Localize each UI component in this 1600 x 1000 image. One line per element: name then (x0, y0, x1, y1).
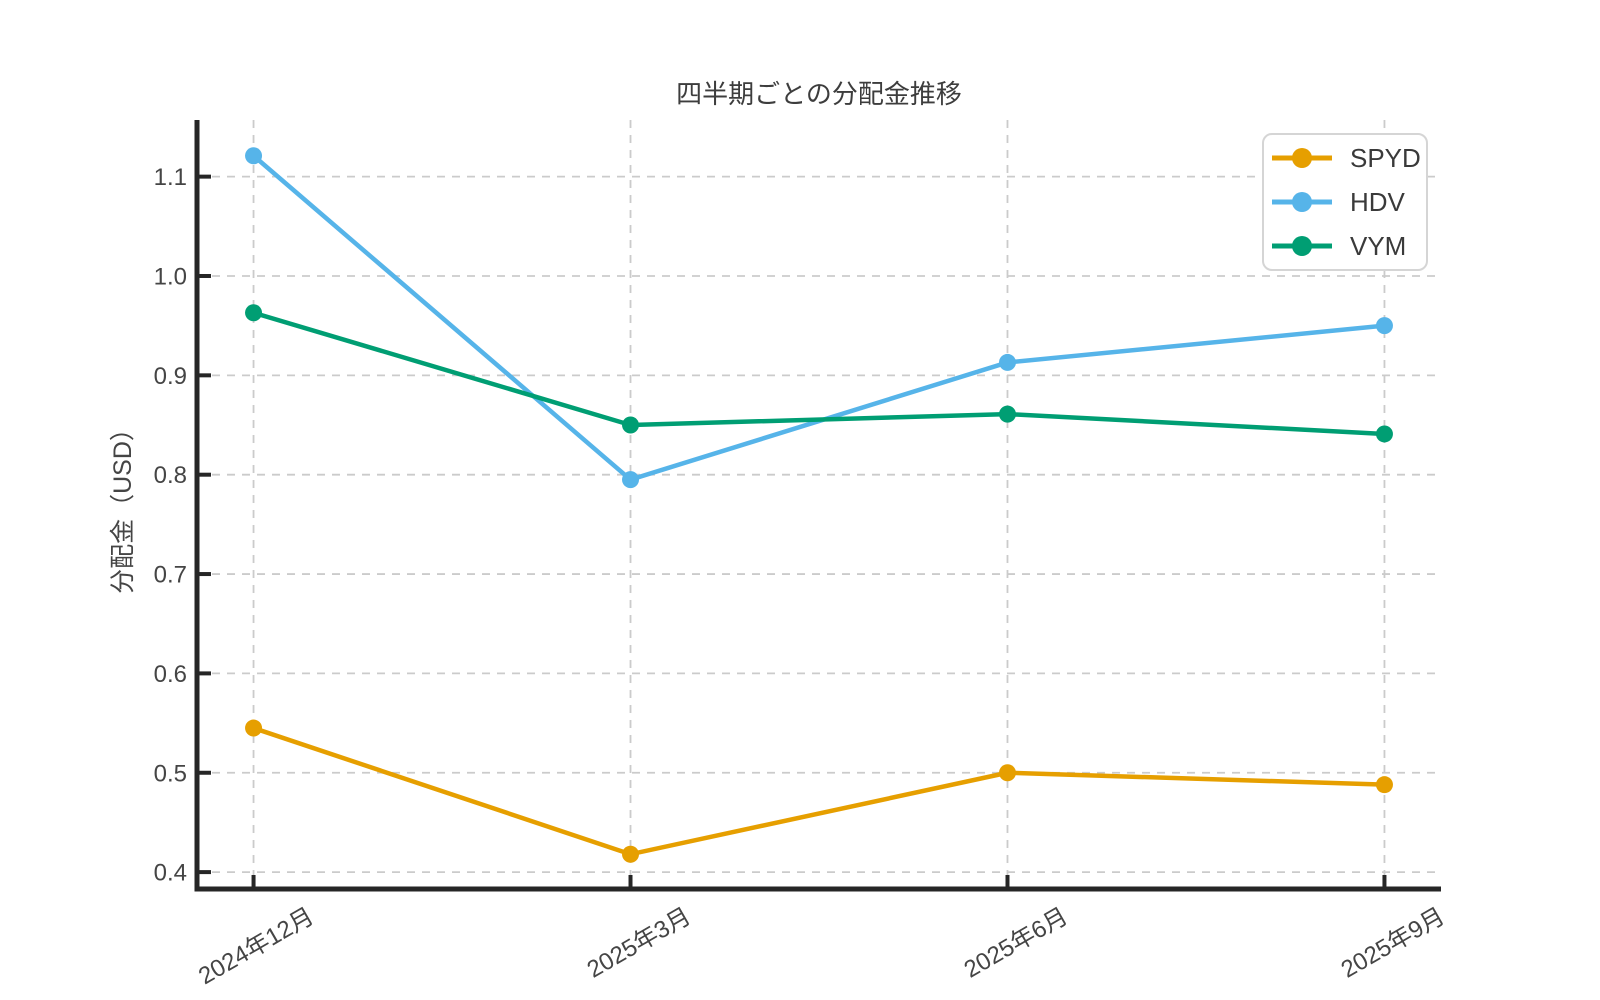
y-tick-label: 0.9 (154, 363, 187, 390)
x-tick-label: 2025年9月 (1337, 903, 1450, 984)
data-point-hdv (1375, 317, 1393, 335)
y-tick-label: 0.6 (154, 661, 187, 688)
data-point-vym (998, 405, 1016, 423)
gridlines (197, 120, 1441, 889)
y-tick-label: 0.4 (154, 860, 187, 887)
y-tick-label: 1.1 (154, 164, 187, 191)
data-point-spyd (998, 764, 1016, 782)
data-point-vym (1375, 425, 1393, 443)
x-tick-label: 2024年12月 (194, 903, 318, 990)
series-line-spyd (251, 725, 1387, 857)
y-tick-label: 0.8 (154, 462, 187, 489)
legend-box (1262, 133, 1428, 271)
x-tick-label: 2025年3月 (583, 903, 696, 984)
legend-label-hdv: HDV (1350, 187, 1406, 217)
data-point-vym (245, 304, 263, 322)
legend-label-spyd: SPYD (1350, 143, 1421, 173)
chart-title: 四半期ごとの分配金推移 (676, 79, 962, 109)
data-point-hdv (622, 471, 640, 489)
data-point-hdv (998, 353, 1016, 371)
data-point-spyd (1375, 776, 1393, 794)
data-point-hdv (245, 147, 263, 165)
x-tick-label: 2025年6月 (960, 903, 1073, 984)
plot-series (245, 147, 1393, 863)
y-tick-label: 1.0 (154, 263, 187, 290)
legend-item-spyd: SPYD (1272, 143, 1421, 173)
data-point-spyd (245, 719, 263, 737)
data-point-spyd (622, 845, 640, 863)
legend-marker-icon (1292, 148, 1312, 168)
y-tick-label: 0.7 (154, 562, 187, 589)
legend-label-vym: VYM (1350, 231, 1406, 261)
legend: SPYD HDV VYM (1262, 133, 1428, 271)
legend-marker-icon (1292, 236, 1312, 256)
legend-marker-icon (1292, 192, 1312, 212)
axes: 0.4 0.5 0.6 0.7 0.8 0.9 1.0 1.1 2024年12月 2025年3月 2… (154, 120, 1450, 990)
legend-item-vym: VYM (1272, 231, 1406, 261)
series-line-hdv (251, 153, 1387, 482)
series-line-vym (251, 310, 1387, 437)
legend-item-hdv: HDV (1272, 187, 1406, 217)
data-point-vym (622, 416, 640, 434)
y-tick-label: 0.5 (154, 760, 187, 787)
y-axis-label: 分配金（USD） (109, 416, 137, 594)
